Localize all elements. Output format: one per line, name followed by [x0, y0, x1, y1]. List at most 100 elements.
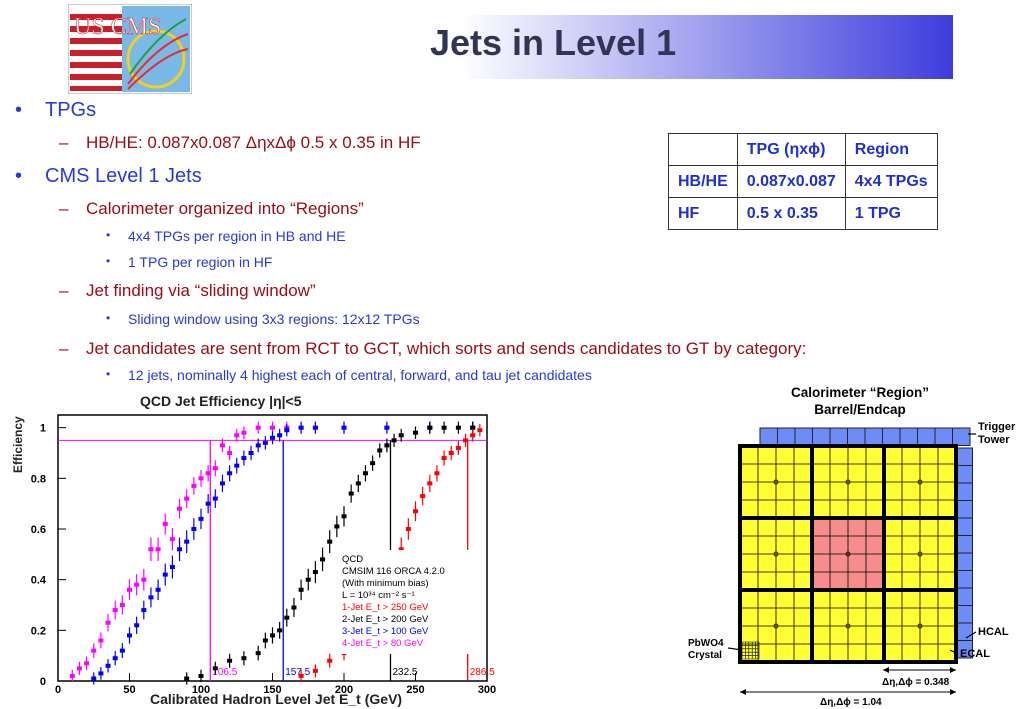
data-point [234, 463, 240, 468]
data-point [127, 587, 132, 592]
hcal-tower-top [829, 427, 848, 446]
data-point [119, 648, 125, 653]
region-center-dot [845, 623, 851, 629]
hcal-tower-top [882, 427, 901, 446]
bullet-hbhe-text: HB/HE: 0.087x0.087 ΔηxΔϕ 0.5 x 0.35 in H… [86, 133, 421, 152]
bullet-jetfind-a-text: Sliding window using 3x3 regions: 12x12 … [128, 311, 420, 327]
bullet-list: • TPGs – HB/HE: 0.087x0.087 ΔηxΔϕ 0.5 x 0.… [15, 99, 807, 383]
table-header-cell: Region [844, 133, 938, 166]
trigger-label-2: Tower [978, 434, 1010, 446]
data-point [405, 527, 411, 531]
region-center-dot [773, 551, 779, 557]
hcal-tower-top [934, 427, 953, 446]
bullet-calo-a: • 4x4 TPGs per region in HB and HE [106, 228, 346, 244]
bullet-cands-text: Jet candidates are sent from RCT to GCT,… [86, 339, 807, 358]
data-point [212, 496, 218, 501]
data-point [91, 648, 97, 653]
page-title: Jets in Level 1 [430, 22, 677, 63]
data-point [234, 433, 240, 438]
region-center-dot [845, 479, 851, 485]
table-cell: 0.5 x 0.35 [736, 197, 846, 230]
region-center-dot [917, 623, 923, 629]
data-point [455, 425, 461, 430]
x-tick-label: 50 [123, 684, 135, 696]
data-point [370, 461, 376, 466]
region-center-dot [917, 551, 923, 557]
data-point [241, 656, 247, 661]
data-point [298, 587, 304, 592]
data-point [141, 577, 147, 582]
data-point [448, 451, 454, 455]
bullet-calo-text: Calorimeter organized into “Regions” [86, 199, 364, 218]
data-point [155, 587, 161, 592]
legend-entry: 3-Jet E_t > 100 GeV [342, 626, 429, 637]
data-point [284, 615, 290, 620]
legend-box [338, 550, 483, 654]
legend-line: L = 10³⁴ cm⁻² s⁻¹ [342, 590, 415, 601]
dim-small-arrow-left [883, 667, 889, 673]
pbwo4-label-1: PbWO4 [688, 638, 724, 649]
data-point [227, 471, 233, 476]
data-point [219, 443, 225, 448]
data-point [105, 620, 111, 625]
data-point [255, 425, 261, 430]
data-point [291, 605, 297, 610]
legend-entry: 2-Jet E_t > 200 GeV [342, 614, 429, 625]
bullet-cands-a-text: 12 jets, nominally 4 highest each of cen… [128, 367, 592, 383]
threshold-label: 232.5 [392, 667, 417, 678]
threshold-label: 157.5 [285, 667, 310, 678]
table-header-cell: TPG (ηxϕ) [736, 133, 846, 166]
hcal-tower-top [777, 427, 796, 446]
data-point [377, 448, 383, 453]
data-point [255, 651, 261, 656]
bullet-cands: – Jet candidates are sent from RCT to GCT… [59, 339, 807, 358]
hcal-label: HCAL [978, 626, 1009, 638]
region-title-line1: Calorimeter “Region” [790, 385, 930, 400]
data-point [184, 539, 190, 544]
data-point [212, 466, 218, 471]
y-tick-label: 0.4 [31, 575, 47, 587]
data-point [341, 425, 347, 430]
legend-line: (With minimum bias) [342, 578, 429, 589]
data-point [98, 671, 104, 676]
trigger-label-1: Trigger [978, 421, 1016, 433]
data-point [298, 673, 304, 678]
bullet-calo-a-text: 4x4 TPGs per region in HB and HE [128, 228, 346, 244]
data-point [270, 425, 275, 430]
data-point [134, 582, 140, 587]
bullet-l1jets: • CMS Level 1 Jets [15, 165, 202, 187]
data-point [434, 471, 440, 476]
data-point [219, 481, 225, 486]
hcal-tower-top [899, 427, 918, 446]
data-point [413, 430, 418, 435]
bullet-cands-a: • 12 jets, nominally 4 highest each of ce… [106, 367, 592, 383]
hcal-tower-top [917, 427, 936, 446]
data-point [112, 656, 118, 661]
data-point [470, 433, 476, 438]
logo-text: US CMS [74, 14, 161, 40]
dim-large-arrow-right [950, 689, 956, 695]
data-point [312, 668, 318, 673]
table-header-row: TPG (ηxϕ) Region [668, 133, 938, 166]
data-point [427, 481, 433, 486]
data-point [105, 663, 111, 668]
chart-axes: 0 50 100 150 200 250 300 0 0.2 0.4 0.6 0.8 1 [31, 414, 496, 696]
data-point [91, 676, 97, 681]
pbwo4-arrow [727, 647, 743, 651]
data-point [420, 494, 426, 499]
chart-xlabel: Calibrated Hadron Level Jet E_t (GeV) [150, 691, 402, 707]
y-tick-label: 0.2 [31, 625, 46, 637]
hcal-tower-top [812, 427, 831, 446]
data-point [355, 481, 361, 486]
data-point [241, 456, 247, 461]
data-point [162, 572, 168, 577]
data-point [162, 521, 168, 526]
region-center-dot [845, 551, 851, 557]
data-point [327, 539, 333, 544]
data-point [227, 451, 233, 455]
x-tick-label: 300 [478, 684, 496, 696]
threshold-label: 286.5 [470, 667, 495, 678]
data-point [262, 440, 268, 445]
table-cell: HF [668, 197, 738, 230]
